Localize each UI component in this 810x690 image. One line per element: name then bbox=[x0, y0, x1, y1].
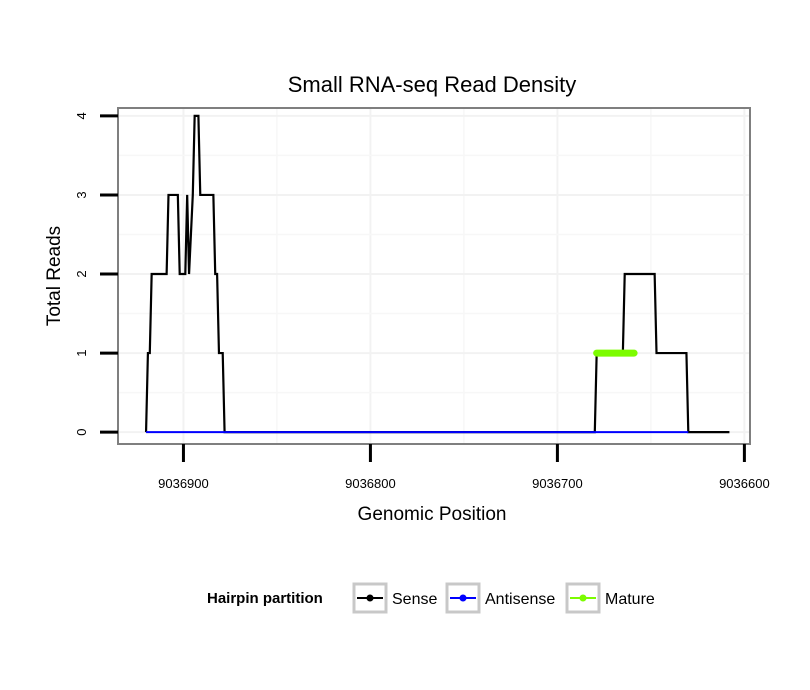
series-layer bbox=[144, 114, 730, 434]
y-tick-label: 3 bbox=[74, 191, 89, 198]
y-tick-label: 2 bbox=[74, 270, 89, 277]
x-axis-title: Genomic Position bbox=[358, 504, 507, 525]
chart-title: Small RNA-seq Read Density bbox=[288, 72, 577, 97]
x-tick-label: 9036800 bbox=[345, 476, 396, 491]
x-tick-label: 9036900 bbox=[158, 476, 209, 491]
legend-label-sense: Sense bbox=[392, 591, 437, 608]
y-axis-title: Total Reads bbox=[44, 226, 65, 326]
series-line-sense bbox=[144, 114, 730, 434]
x-tick-label: 9036600 bbox=[719, 476, 770, 491]
y-tick-label: 0 bbox=[74, 429, 89, 436]
legend: Hairpin partition Sense Antisense Mature bbox=[207, 582, 655, 614]
legend-title: Hairpin partition bbox=[207, 590, 323, 607]
x-axis: 9036900 9036800 9036700 9036600 bbox=[158, 444, 770, 491]
legend-label-mature: Mature bbox=[605, 591, 655, 608]
plot-border bbox=[117, 107, 751, 445]
legend-key-point bbox=[579, 594, 587, 602]
y-tick-label: 4 bbox=[74, 112, 89, 119]
legend-label-antisense: Antisense bbox=[485, 591, 555, 608]
x-tick-label: 9036700 bbox=[532, 476, 583, 491]
legend-key-point bbox=[366, 594, 374, 602]
y-tick-label: 1 bbox=[74, 349, 89, 356]
legend-key-point bbox=[459, 594, 467, 602]
y-axis: 0 1 2 3 4 bbox=[74, 112, 118, 436]
